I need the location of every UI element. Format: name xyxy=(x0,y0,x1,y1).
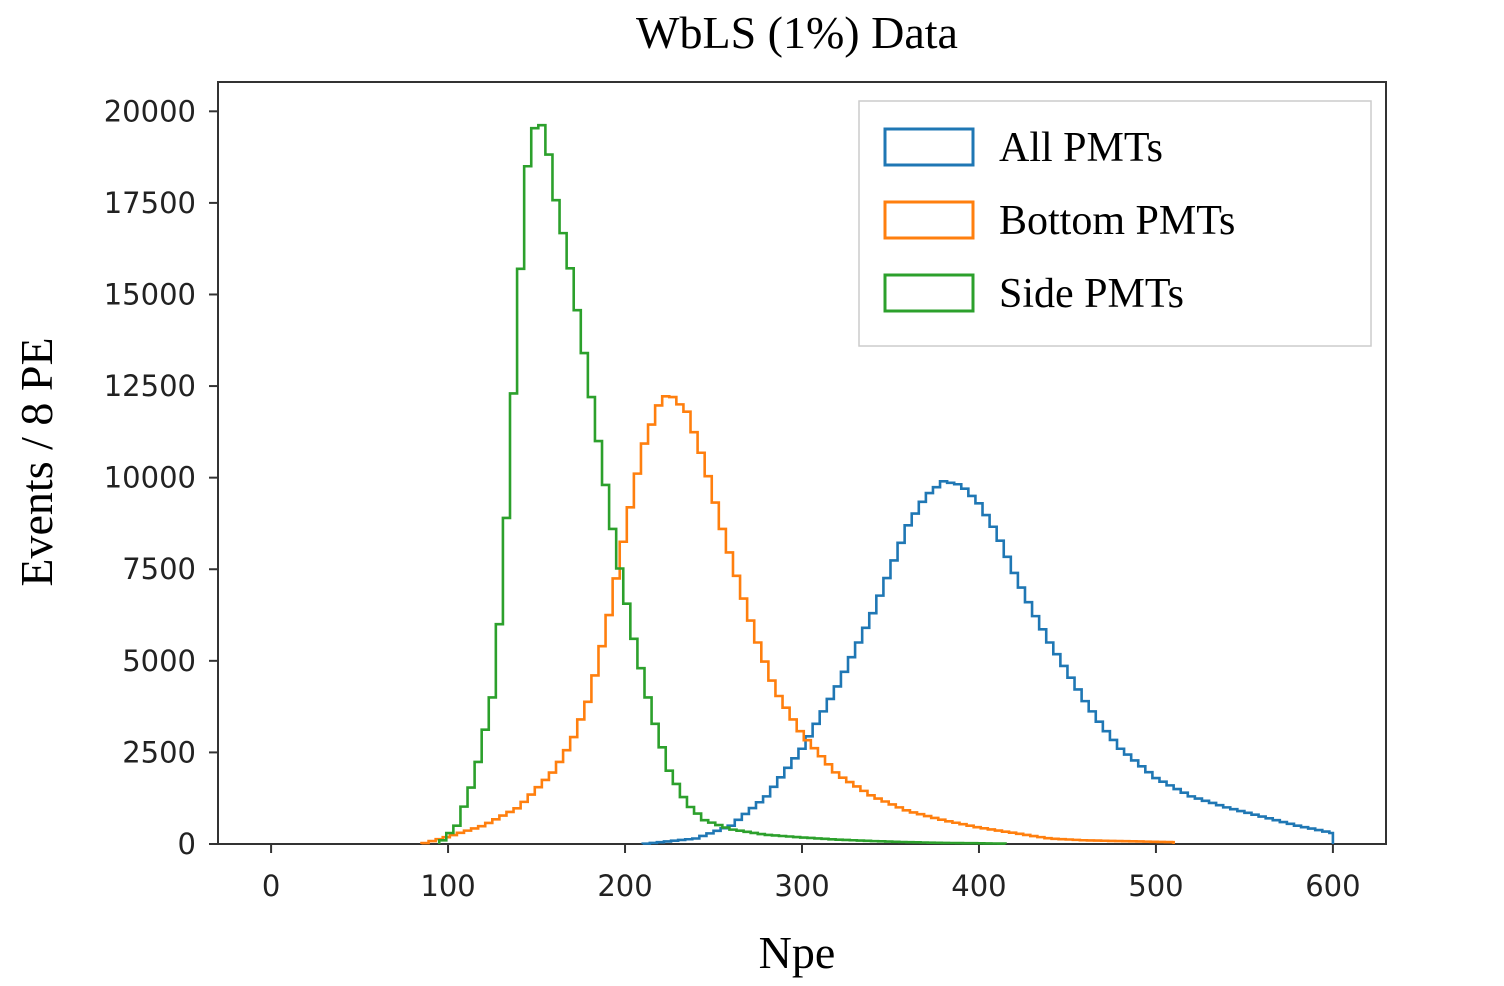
y-tick-label: 20000 xyxy=(104,94,196,128)
y-tick-label: 5000 xyxy=(122,644,196,678)
legend-swatch xyxy=(883,273,975,313)
y-axis-label: Events / 8 PE xyxy=(11,337,62,586)
y-tick-label: 12500 xyxy=(104,369,196,403)
y-tick-label: 7500 xyxy=(122,552,196,586)
y-tick-label: 2500 xyxy=(122,735,196,769)
x-tick-label: 500 xyxy=(1128,869,1183,903)
series-bottom-pmts-line xyxy=(420,395,1175,845)
x-axis-label: Npe xyxy=(759,927,836,978)
y-tick-label: 15000 xyxy=(104,277,196,311)
y-tick-label: 10000 xyxy=(104,461,196,495)
legend-label: Bottom PMTs xyxy=(999,198,1235,244)
y-tick-label: 0 xyxy=(178,827,196,861)
series-side-pmts-line xyxy=(437,123,1007,845)
chart-title: WbLS (1%) Data xyxy=(636,7,958,58)
legend-label: All PMTs xyxy=(999,125,1163,171)
y-tick-label: 17500 xyxy=(104,186,196,220)
legend-frame xyxy=(858,100,1372,347)
legend-label: Side PMTs xyxy=(999,271,1184,317)
legend-swatch xyxy=(883,127,975,167)
plot-area: 0 100 200 300 400 500 600 0 2500 5000 7500 10000 125… xyxy=(104,81,1387,903)
legend-swatch xyxy=(883,200,975,240)
x-tick-label: 300 xyxy=(774,869,829,903)
series-all-pmts-line xyxy=(641,480,1335,845)
legend: All PMTs Bottom PMTs Side PMTs xyxy=(858,100,1372,347)
x-tick-label: 200 xyxy=(597,869,652,903)
x-tick-label: 600 xyxy=(1305,869,1360,903)
x-tick-label: 400 xyxy=(951,869,1006,903)
x-tick-label: 100 xyxy=(420,869,475,903)
x-tick-label: 0 xyxy=(262,869,280,903)
